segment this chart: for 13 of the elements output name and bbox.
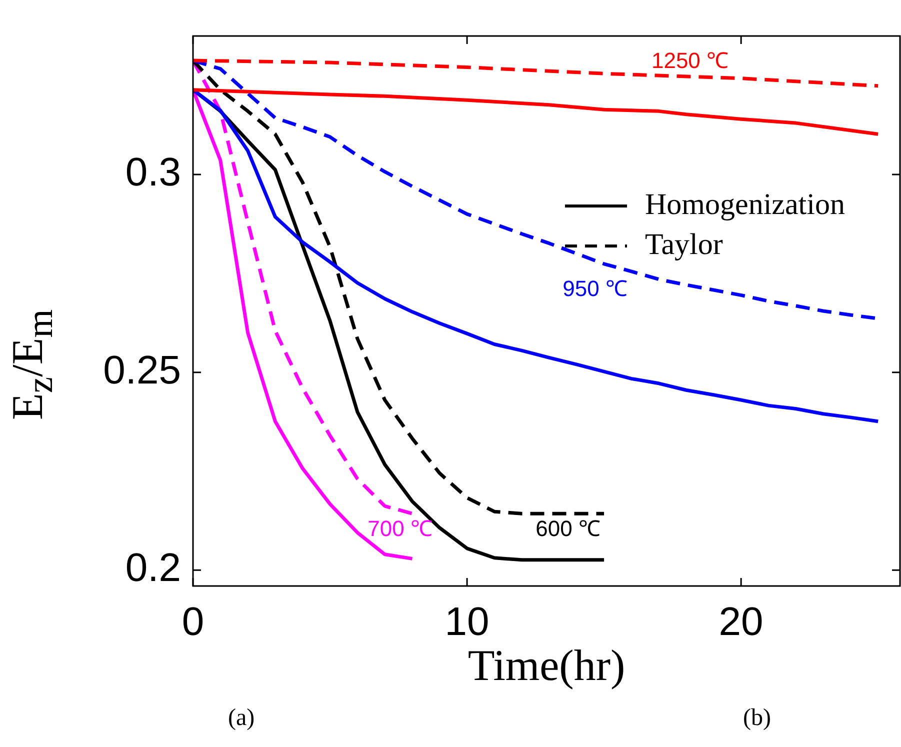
- y-tick-label: 0.2: [125, 546, 181, 590]
- legend-label: Taylor: [645, 228, 723, 261]
- annotation: 1250 ℃: [651, 48, 729, 74]
- annotation: 700 ℃: [368, 516, 432, 542]
- annotation: 950 ℃: [562, 276, 628, 302]
- annotation: 600 ℃: [536, 516, 600, 542]
- text: (b): [743, 705, 771, 732]
- x-tick-label: 20: [718, 600, 764, 644]
- y-tick-label: 0.25: [103, 348, 181, 392]
- x-tick-label: 0: [182, 600, 204, 644]
- text: (a): [228, 705, 255, 732]
- legend-label: Homogenization: [645, 188, 845, 221]
- y-tick-label: 0.3: [125, 150, 181, 195]
